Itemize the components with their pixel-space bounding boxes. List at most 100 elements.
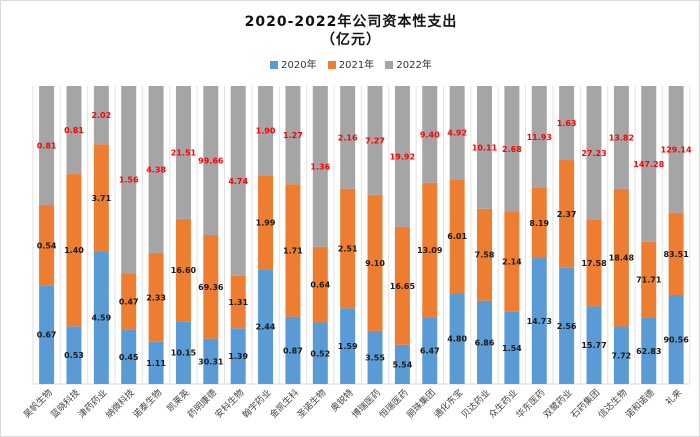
bar-segment [93, 86, 109, 145]
legend-swatch [327, 61, 336, 69]
bar-segment [477, 86, 493, 209]
bar-segment [613, 86, 629, 189]
bar-segment [477, 300, 493, 384]
category-label: 礼来 [663, 387, 684, 408]
category-label: 纳微科技 [103, 387, 137, 421]
data-label: 0.81 [37, 142, 57, 151]
data-label: 13.82 [609, 133, 634, 142]
bar-segment [203, 234, 219, 339]
data-label: 7.27 [365, 136, 385, 145]
data-label: 90.56 [663, 335, 689, 344]
data-label: 1.90 [256, 127, 276, 136]
bar-segment [285, 86, 301, 185]
category-label: 信达生物 [596, 387, 630, 421]
data-label: 13.09 [417, 246, 443, 255]
bar-segment [504, 86, 520, 212]
data-label: 99.66 [198, 156, 224, 165]
data-label: 4.38 [146, 165, 166, 174]
bar-segment [312, 86, 328, 247]
data-label: 3.71 [91, 194, 111, 203]
bar-segment [66, 326, 82, 384]
bar-segment [39, 86, 55, 206]
category-label: 丽珠集团 [404, 387, 438, 421]
legend-swatch [385, 61, 394, 69]
bar-segment [340, 86, 356, 189]
data-label: 0.47 [119, 298, 139, 307]
data-label: 6.47 [420, 347, 440, 356]
data-label: 6.86 [475, 338, 495, 347]
category-label: 圣诺生物 [294, 387, 328, 421]
bar-segment [340, 188, 356, 309]
bar-segment [148, 86, 164, 253]
legend-item-2022: 2022年 [385, 56, 432, 71]
data-label: 129.14 [661, 145, 692, 154]
bar-segment [203, 86, 219, 235]
chart-title: 2020-2022年公司资本性支出 [244, 14, 458, 30]
bar-segment [121, 273, 137, 330]
bar-segment [559, 267, 575, 384]
bar-segment [641, 317, 657, 384]
data-label: 16.60 [171, 266, 197, 275]
data-label: 27.23 [581, 149, 606, 158]
bar-segment [312, 246, 328, 323]
bar-segment [449, 179, 465, 294]
data-label: 6.01 [447, 232, 467, 241]
category-label: 奥锐特 [328, 387, 356, 415]
data-label: 62.83 [636, 347, 661, 356]
data-label: 2.51 [338, 245, 358, 254]
bar-segment [121, 86, 137, 274]
data-label: 83.51 [663, 250, 689, 259]
data-label: 2.33 [146, 293, 166, 302]
bar-segment [230, 328, 246, 384]
data-label: 1.99 [256, 218, 276, 227]
bar-segment [504, 211, 520, 312]
data-label: 69.36 [198, 283, 224, 292]
legend-label: 2021年 [338, 60, 375, 71]
category-label: 博瑞医药 [349, 387, 383, 421]
data-label: 0.54 [37, 241, 57, 250]
category-label: 双鹭药业 [542, 387, 575, 420]
bar-segment [175, 321, 191, 384]
bar-segment [477, 208, 493, 301]
bar-segment [586, 306, 602, 384]
bar-segment [613, 326, 629, 384]
bar-segment [258, 175, 274, 270]
bar-segment [422, 317, 438, 384]
data-label: 2.68 [502, 145, 522, 154]
data-label: 0.67 [37, 331, 57, 340]
data-label: 14.73 [527, 317, 552, 326]
data-label: 147.28 [633, 160, 664, 169]
data-label: 30.31 [198, 357, 224, 366]
bar-segment [668, 294, 684, 384]
bar-segment [203, 338, 219, 384]
data-label: 1.40 [64, 246, 84, 255]
category-label: 恒瑞医药 [377, 387, 411, 421]
category-label: 昊帆生物 [21, 387, 55, 421]
bar-segment [121, 329, 137, 384]
bar-segment [668, 212, 684, 295]
bar-segment [93, 251, 109, 384]
bar-segment [39, 285, 55, 384]
bar-segment [394, 86, 410, 227]
data-label: 1.54 [502, 344, 522, 353]
bar-segment [641, 241, 657, 318]
data-label: 18.48 [609, 254, 635, 263]
data-label: 19.92 [390, 152, 415, 161]
category-label: 众生药业 [486, 387, 520, 421]
bar-segment [559, 160, 575, 268]
data-label: 2.14 [502, 258, 522, 267]
data-label: 4.92 [447, 129, 467, 138]
category-label: 凯莱英 [164, 387, 192, 415]
category-label: 金凯生科 [267, 387, 301, 421]
bar-segment [39, 205, 55, 286]
bar-segment [66, 174, 82, 327]
data-label: 17.58 [581, 259, 607, 268]
data-label: 1.63 [557, 119, 577, 128]
data-label: 4.74 [228, 177, 248, 186]
bar-segment [394, 344, 410, 384]
bar-segment [586, 86, 602, 220]
data-label: 1.11 [146, 359, 166, 368]
data-label: 0.45 [119, 353, 139, 362]
bar-segment [422, 182, 438, 318]
